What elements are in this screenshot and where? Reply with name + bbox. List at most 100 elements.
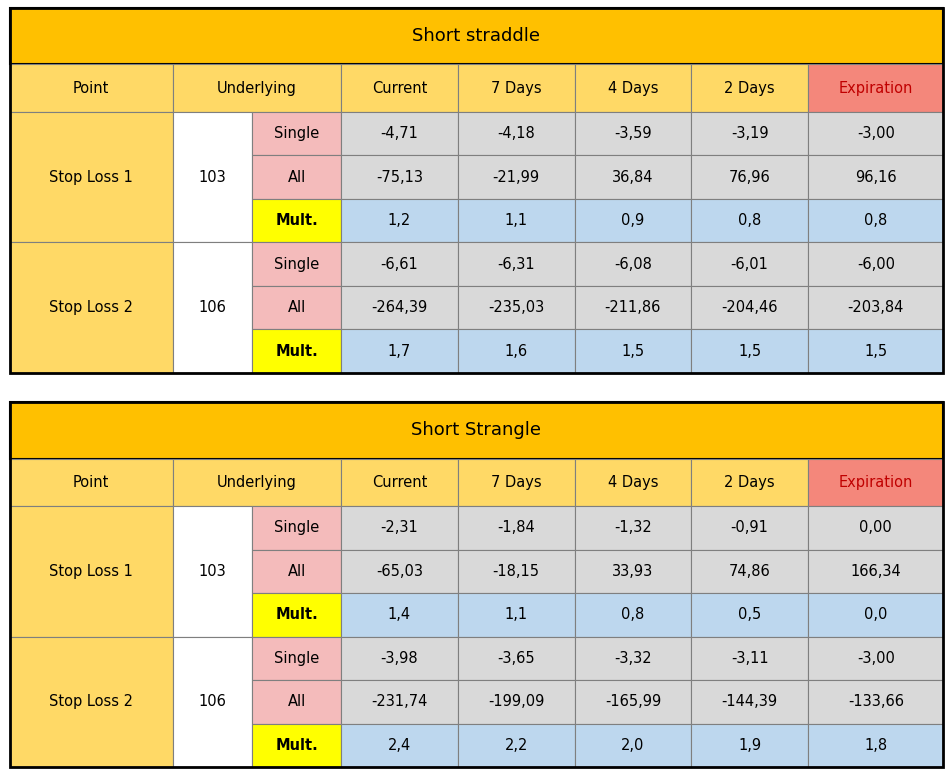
Text: -3,59: -3,59 bbox=[613, 126, 651, 141]
FancyBboxPatch shape bbox=[10, 64, 173, 112]
FancyBboxPatch shape bbox=[690, 243, 807, 286]
FancyBboxPatch shape bbox=[10, 243, 173, 373]
FancyBboxPatch shape bbox=[252, 329, 341, 373]
FancyBboxPatch shape bbox=[173, 243, 252, 373]
Text: 1,1: 1,1 bbox=[505, 608, 527, 622]
Text: 4 Days: 4 Days bbox=[607, 81, 658, 95]
FancyBboxPatch shape bbox=[690, 637, 807, 680]
Text: 33,93: 33,93 bbox=[612, 564, 653, 579]
Text: 2,2: 2,2 bbox=[504, 738, 527, 753]
FancyBboxPatch shape bbox=[252, 243, 341, 286]
Text: -231,74: -231,74 bbox=[371, 694, 427, 709]
Text: Single: Single bbox=[274, 651, 319, 666]
Text: -144,39: -144,39 bbox=[721, 694, 777, 709]
FancyBboxPatch shape bbox=[690, 724, 807, 767]
Text: -3,98: -3,98 bbox=[380, 651, 418, 666]
FancyBboxPatch shape bbox=[690, 286, 807, 329]
FancyBboxPatch shape bbox=[252, 112, 341, 155]
FancyBboxPatch shape bbox=[457, 593, 574, 637]
Text: -2,31: -2,31 bbox=[380, 521, 418, 536]
Text: 103: 103 bbox=[199, 564, 227, 579]
FancyBboxPatch shape bbox=[457, 286, 574, 329]
FancyBboxPatch shape bbox=[341, 64, 457, 112]
FancyBboxPatch shape bbox=[457, 64, 574, 112]
FancyBboxPatch shape bbox=[341, 155, 457, 199]
Text: 1,7: 1,7 bbox=[387, 343, 410, 359]
FancyBboxPatch shape bbox=[457, 724, 574, 767]
Text: 36,84: 36,84 bbox=[611, 170, 653, 184]
Text: -6,00: -6,00 bbox=[856, 257, 894, 271]
Text: Mult.: Mult. bbox=[275, 343, 318, 359]
FancyBboxPatch shape bbox=[173, 459, 341, 506]
FancyBboxPatch shape bbox=[574, 155, 690, 199]
Text: 2,0: 2,0 bbox=[621, 738, 644, 753]
FancyBboxPatch shape bbox=[574, 199, 690, 243]
Text: -3,19: -3,19 bbox=[730, 126, 767, 141]
Text: -4,18: -4,18 bbox=[497, 126, 534, 141]
Text: Underlying: Underlying bbox=[217, 81, 297, 95]
Text: -3,32: -3,32 bbox=[613, 651, 651, 666]
FancyBboxPatch shape bbox=[10, 112, 173, 243]
Text: 1,9: 1,9 bbox=[738, 738, 761, 753]
FancyBboxPatch shape bbox=[574, 459, 690, 506]
FancyBboxPatch shape bbox=[341, 506, 457, 549]
FancyBboxPatch shape bbox=[252, 680, 341, 724]
FancyBboxPatch shape bbox=[10, 8, 942, 64]
Text: -203,84: -203,84 bbox=[846, 300, 903, 315]
FancyBboxPatch shape bbox=[574, 680, 690, 724]
Text: -0,91: -0,91 bbox=[730, 521, 768, 536]
FancyBboxPatch shape bbox=[457, 199, 574, 243]
Text: 4 Days: 4 Days bbox=[607, 475, 658, 490]
FancyBboxPatch shape bbox=[807, 286, 942, 329]
Text: Underlying: Underlying bbox=[217, 475, 297, 490]
FancyBboxPatch shape bbox=[341, 112, 457, 155]
Text: Mult.: Mult. bbox=[275, 213, 318, 228]
Text: -165,99: -165,99 bbox=[605, 694, 661, 709]
Text: 1,4: 1,4 bbox=[387, 608, 410, 622]
Text: -1,84: -1,84 bbox=[497, 521, 534, 536]
Text: -204,46: -204,46 bbox=[721, 300, 777, 315]
Text: 2 Days: 2 Days bbox=[724, 81, 774, 95]
FancyBboxPatch shape bbox=[341, 549, 457, 593]
FancyBboxPatch shape bbox=[574, 724, 690, 767]
Text: 2 Days: 2 Days bbox=[724, 475, 774, 490]
FancyBboxPatch shape bbox=[690, 112, 807, 155]
FancyBboxPatch shape bbox=[173, 64, 341, 112]
FancyBboxPatch shape bbox=[574, 64, 690, 112]
Text: -3,65: -3,65 bbox=[497, 651, 534, 666]
Text: 0,8: 0,8 bbox=[621, 608, 644, 622]
FancyBboxPatch shape bbox=[807, 459, 942, 506]
Text: -264,39: -264,39 bbox=[371, 300, 427, 315]
Text: Stop Loss 2: Stop Loss 2 bbox=[50, 300, 133, 315]
FancyBboxPatch shape bbox=[173, 112, 252, 243]
FancyBboxPatch shape bbox=[574, 593, 690, 637]
Text: 0,8: 0,8 bbox=[737, 213, 761, 228]
FancyBboxPatch shape bbox=[10, 637, 173, 767]
FancyBboxPatch shape bbox=[807, 155, 942, 199]
Text: -211,86: -211,86 bbox=[605, 300, 661, 315]
FancyBboxPatch shape bbox=[10, 506, 173, 637]
FancyBboxPatch shape bbox=[807, 593, 942, 637]
Text: Current: Current bbox=[371, 81, 426, 95]
Text: 76,96: 76,96 bbox=[728, 170, 770, 184]
Text: -6,01: -6,01 bbox=[730, 257, 768, 271]
Text: Point: Point bbox=[73, 475, 109, 490]
Text: Short Strangle: Short Strangle bbox=[411, 422, 541, 439]
FancyBboxPatch shape bbox=[457, 155, 574, 199]
FancyBboxPatch shape bbox=[574, 286, 690, 329]
Text: 1,5: 1,5 bbox=[738, 343, 761, 359]
FancyBboxPatch shape bbox=[173, 506, 252, 637]
FancyBboxPatch shape bbox=[341, 199, 457, 243]
FancyBboxPatch shape bbox=[457, 459, 574, 506]
Text: Short straddle: Short straddle bbox=[412, 27, 540, 45]
FancyBboxPatch shape bbox=[574, 549, 690, 593]
Text: -3,11: -3,11 bbox=[730, 651, 767, 666]
Text: 1,5: 1,5 bbox=[621, 343, 644, 359]
Text: 0,00: 0,00 bbox=[859, 521, 891, 536]
FancyBboxPatch shape bbox=[341, 724, 457, 767]
FancyBboxPatch shape bbox=[252, 637, 341, 680]
Text: 106: 106 bbox=[199, 300, 227, 315]
Text: -75,13: -75,13 bbox=[375, 170, 423, 184]
FancyBboxPatch shape bbox=[341, 593, 457, 637]
Text: 1,1: 1,1 bbox=[505, 213, 527, 228]
